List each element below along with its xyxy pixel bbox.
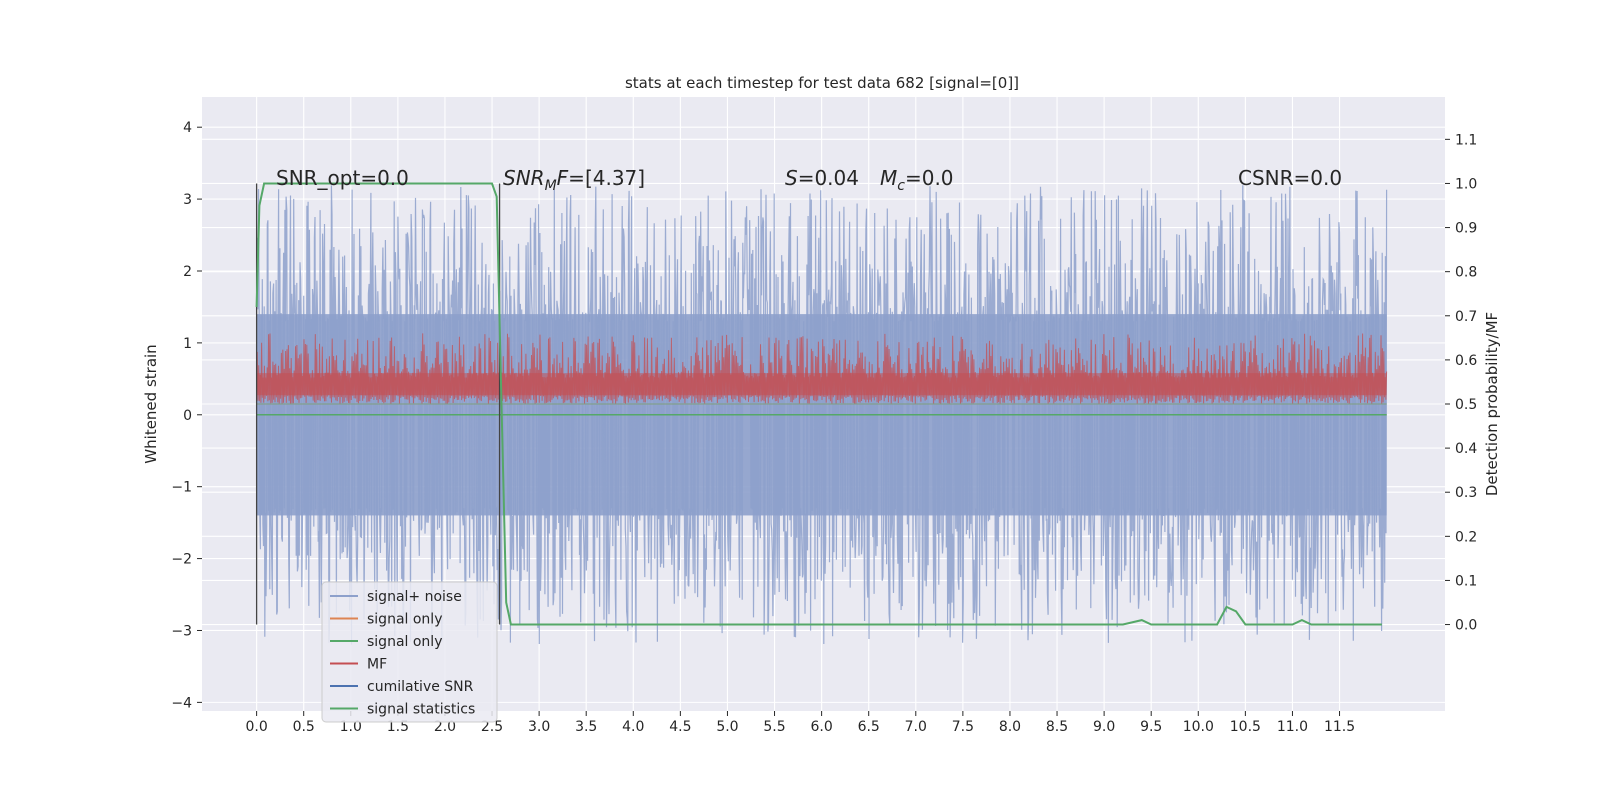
x-tick-label: 4.5 <box>669 719 691 735</box>
y2-tick-label: 0.6 <box>1455 353 1477 369</box>
x-tick-label: 3.5 <box>575 719 597 735</box>
snr-opt-annotation: SNR_opt=0.0 <box>276 166 409 190</box>
x-tick-label: 11.5 <box>1324 719 1355 735</box>
x-tick-label: 3.0 <box>528 719 550 735</box>
x-tick-label: 2.0 <box>434 719 456 735</box>
y2-tick-label: 0.1 <box>1455 573 1477 589</box>
x-tick-label: 9.5 <box>1140 719 1162 735</box>
y-tick-label: −3 <box>171 623 192 639</box>
legend-entry: signal only <box>367 634 442 650</box>
mc-annotation: Mc=0.0 <box>880 166 954 194</box>
x-tick-label: 9.0 <box>1093 719 1115 735</box>
y-axis-label: Whitened strain <box>142 344 160 463</box>
x-tick-label: 5.5 <box>763 719 785 735</box>
y-tick-label: −4 <box>171 695 192 711</box>
legend-entry: signal only <box>367 612 442 628</box>
y2-tick-label: 0.4 <box>1455 441 1477 457</box>
mc-value: =0.0 <box>905 166 954 190</box>
x-tick-label: 8.5 <box>1046 719 1068 735</box>
y2-axis-label: Detection probability/MF <box>1483 312 1501 496</box>
csnr-annotation: CSNR=0.0 <box>1238 166 1342 190</box>
x-tick-label: 1.0 <box>340 719 362 735</box>
y-tick-label: −2 <box>171 552 192 568</box>
x-tick-label: 7.5 <box>952 719 974 735</box>
y-tick-label: 1 <box>183 336 192 352</box>
y2-tick-label: 1.1 <box>1455 132 1477 148</box>
y2-tick-label: 1.0 <box>1455 176 1477 192</box>
axes: 0.0 0.5 1.0 1.5 2.0 2.5 3.0 3.5 4.0 4.5 5.0 5.5 6.0 6… <box>171 120 1477 735</box>
y-tick-label: 3 <box>183 192 192 208</box>
legend-entry: signal statistics <box>367 702 475 718</box>
y2-tick-label: 0.0 <box>1455 618 1477 634</box>
y2-tick-label: 0.8 <box>1455 265 1477 281</box>
snr-mf-annotation: SNRMF=[4.37] <box>503 166 645 194</box>
x-tick-label: 10.0 <box>1183 719 1214 735</box>
y2-tick-label: 0.3 <box>1455 485 1477 501</box>
y2-tick-label: 0.2 <box>1455 529 1477 545</box>
x-tick-label: 8.0 <box>999 719 1021 735</box>
y2-tick-label: 0.9 <box>1455 221 1477 237</box>
y-tick-label: −1 <box>171 480 192 496</box>
y2-tick-label: 0.7 <box>1455 309 1477 325</box>
plot-area <box>255 182 1388 645</box>
series-signal-statistics <box>255 182 1382 626</box>
y2-tick-label: 0.5 <box>1455 397 1477 413</box>
x-tick-label: 0.5 <box>293 719 315 735</box>
y-tick-label: 4 <box>183 120 192 136</box>
legend-entry: cumilative SNR <box>367 679 474 695</box>
legend: signal+ noise signal only signal only MF cum… <box>321 581 498 723</box>
mf-line <box>256 333 1388 405</box>
x-tick-label: 5.0 <box>716 719 738 735</box>
y-tick-label: 2 <box>183 264 192 280</box>
snr-mf-value: [4.37] <box>585 166 645 190</box>
legend-entry: signal+ noise <box>367 589 462 605</box>
x-tick-label: 2.5 <box>481 719 503 735</box>
y-tick-label: 0 <box>183 408 192 424</box>
legend-entry: MF <box>367 657 387 673</box>
x-tick-label: 6.5 <box>858 719 880 735</box>
x-tick-label: 6.0 <box>810 719 832 735</box>
chart-title: stats at each timestep for test data 682… <box>625 74 1019 92</box>
s-value: =0.04 <box>798 166 859 190</box>
x-tick-label: 0.0 <box>245 719 267 735</box>
series-mf <box>256 333 1388 405</box>
x-tick-label: 4.0 <box>622 719 644 735</box>
signal-noise-line <box>256 185 1388 645</box>
x-tick-label: 10.5 <box>1230 719 1261 735</box>
x-tick-label: 1.5 <box>387 719 409 735</box>
x-tick-label: 7.0 <box>905 719 927 735</box>
s-annotation: S=0.04 <box>785 166 859 190</box>
x-tick-label: 11.0 <box>1277 719 1308 735</box>
legend-box <box>321 581 498 723</box>
